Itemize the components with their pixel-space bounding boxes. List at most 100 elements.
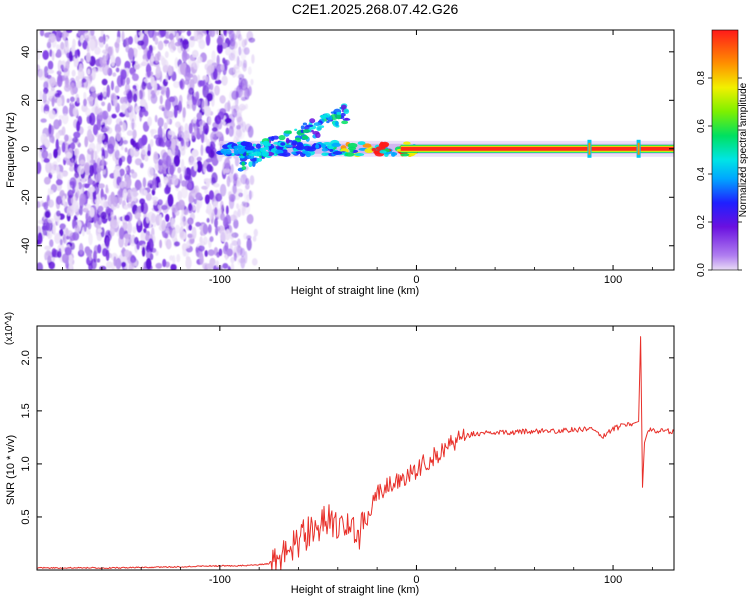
noise-blob xyxy=(115,257,122,270)
noise-blob xyxy=(145,213,150,224)
noise-blob xyxy=(147,166,154,178)
noise-blob xyxy=(125,166,129,171)
colorbar-tick-label-3: 0.6 xyxy=(696,119,707,133)
noise-blob xyxy=(196,160,203,173)
noise-blob xyxy=(165,74,169,82)
snr-y-tick-label-1: 1.0 xyxy=(20,456,32,471)
spectrogram-y-tick-label-0: -40 xyxy=(20,238,32,254)
spectrogram-frame xyxy=(36,29,675,271)
noise-blob xyxy=(79,193,86,205)
noise-blob xyxy=(118,157,123,167)
noise-blob xyxy=(145,249,152,260)
noise-blob xyxy=(207,64,215,74)
noise-blob xyxy=(233,210,238,221)
noise-blob xyxy=(107,46,113,57)
noise-blob xyxy=(63,67,70,78)
noise-blob xyxy=(183,210,189,216)
noise-blob xyxy=(55,30,62,42)
noise-blob xyxy=(55,44,60,50)
noise-blob xyxy=(43,65,49,79)
noise-blob xyxy=(188,55,196,68)
noise-blob xyxy=(163,122,168,130)
noise-blob xyxy=(196,112,203,120)
noise-blob xyxy=(55,195,62,205)
noise-blob xyxy=(214,114,222,125)
noise-blob xyxy=(124,214,130,222)
noise-blob xyxy=(219,95,226,104)
noise-blob xyxy=(237,34,243,41)
noise-blob xyxy=(228,125,234,137)
noise-blob xyxy=(215,259,219,268)
noise-blob xyxy=(171,138,176,152)
noise-blob xyxy=(176,254,181,263)
noise-blob xyxy=(47,254,52,263)
noise-blob xyxy=(56,156,61,163)
noise-blob xyxy=(56,74,63,88)
noise-blob xyxy=(94,46,101,55)
noise-blob xyxy=(147,30,155,38)
noise-blob xyxy=(112,72,117,77)
carrier-blob xyxy=(240,141,249,146)
noise-blob xyxy=(223,30,227,36)
noise-blob xyxy=(86,96,94,102)
noise-blob xyxy=(251,258,258,266)
noise-blob xyxy=(127,203,132,208)
noise-blob xyxy=(161,86,168,93)
noise-blob xyxy=(238,258,245,264)
noise-blob xyxy=(37,232,43,245)
noise-blob xyxy=(119,168,125,177)
noise-blob xyxy=(47,199,54,208)
noise-blob xyxy=(130,146,135,157)
noise-blob xyxy=(236,244,242,254)
streak-blob xyxy=(330,111,336,114)
noise-blob xyxy=(44,245,52,250)
carrier-blob xyxy=(321,147,329,152)
noise-blob xyxy=(83,32,90,39)
noise-blob xyxy=(161,219,166,231)
noise-blob xyxy=(213,183,220,188)
carrier-blob xyxy=(263,146,269,150)
noise-blob xyxy=(246,238,252,251)
noise-blob xyxy=(184,53,190,60)
colorbar-tick-label-4: 0.8 xyxy=(696,71,707,85)
noise-blob xyxy=(231,49,239,62)
noise-blob xyxy=(159,95,163,105)
carrier-blob xyxy=(364,148,374,154)
noise-blob xyxy=(209,257,216,266)
noise-blob xyxy=(150,213,157,224)
noise-blob xyxy=(143,78,149,83)
snr-panel: -100 0 100 0.5 1.0 1.5 2.0 Height of straight… xyxy=(4,312,675,596)
noise-blob xyxy=(92,66,97,80)
noise-blob xyxy=(45,161,52,174)
spectrogram-y-tick-label-4: 40 xyxy=(20,46,32,58)
noise-blob xyxy=(167,193,174,207)
noise-blob xyxy=(94,97,98,107)
noise-blob xyxy=(166,110,174,118)
noise-blob xyxy=(233,63,240,70)
noise-blob xyxy=(243,170,247,175)
noise-blob xyxy=(48,109,56,120)
noise-blob xyxy=(142,177,147,188)
noise-blob xyxy=(230,262,235,270)
noise-blob xyxy=(224,117,232,124)
noise-blob xyxy=(55,138,60,151)
noise-blob xyxy=(144,154,149,162)
noise-blob xyxy=(133,236,139,245)
spectrogram-y-label: Frequency (Hz) xyxy=(5,112,17,188)
noise-blob xyxy=(183,130,190,141)
noise-blob xyxy=(244,250,248,264)
noise-blob xyxy=(154,37,159,45)
noise-blob xyxy=(162,152,169,165)
noise-blob xyxy=(157,40,164,51)
carrier-blob xyxy=(248,153,257,156)
carrier-blob xyxy=(225,149,232,155)
noise-blob xyxy=(155,250,159,256)
noise-blob xyxy=(238,192,244,198)
snr-plot-area xyxy=(37,326,674,570)
snr-frame xyxy=(36,325,675,571)
noise-blob xyxy=(247,125,254,138)
snr-x-tick-label-1: 0 xyxy=(413,574,419,586)
noise-blob xyxy=(157,158,164,166)
streak-blob xyxy=(241,161,246,167)
